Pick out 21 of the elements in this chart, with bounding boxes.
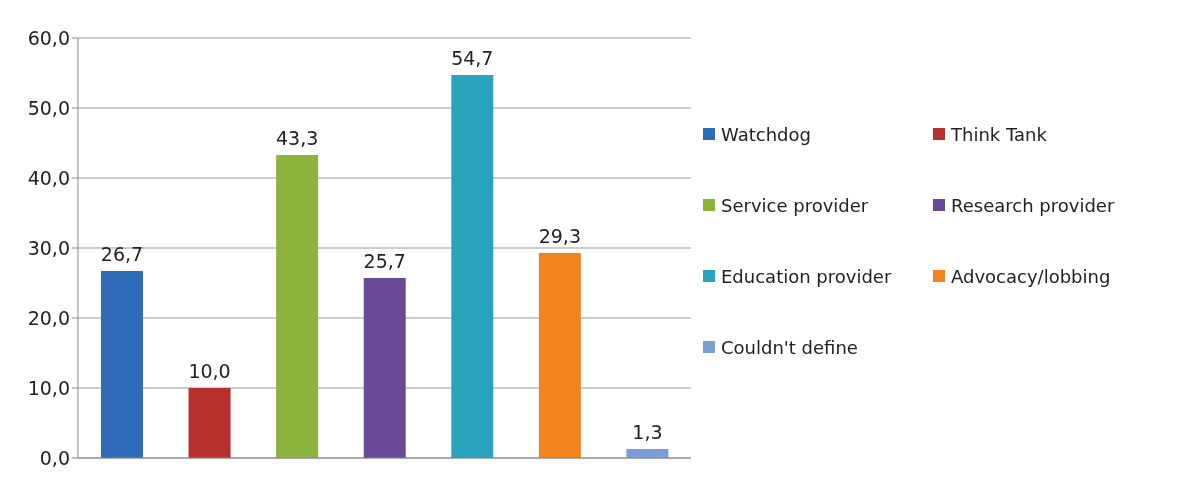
data-label: 26,7 — [100, 243, 144, 266]
data-label: 10,0 — [188, 360, 231, 382]
legend-label: Couldn't define — [720, 336, 859, 358]
y-tick-label: 40,0 — [27, 166, 70, 189]
data-label: 54,7 — [451, 47, 494, 70]
legend-label: Research provider — [950, 194, 1116, 216]
legend-label: Service provider — [720, 194, 870, 216]
y-tick-label: 50,0 — [27, 96, 70, 119]
legend-label: Think Tank — [950, 123, 1048, 145]
y-tick-label: 0,0 — [39, 446, 70, 469]
y-tick-label: 30,0 — [27, 236, 70, 259]
legend-label: Watchdog — [720, 123, 812, 145]
y-tick-label: 20,0 — [27, 306, 70, 329]
data-label: 1,3 — [632, 420, 663, 443]
y-tick-label: 10,0 — [27, 376, 70, 399]
legend-label: Education provider — [720, 265, 893, 287]
data-label: 43,3 — [275, 126, 319, 149]
legend-label: Advocacy/lobbing — [950, 265, 1112, 287]
y-tick-label: 60,0 — [27, 26, 70, 49]
data-label: 25,7 — [363, 250, 406, 273]
data-label: 29,3 — [538, 224, 582, 247]
